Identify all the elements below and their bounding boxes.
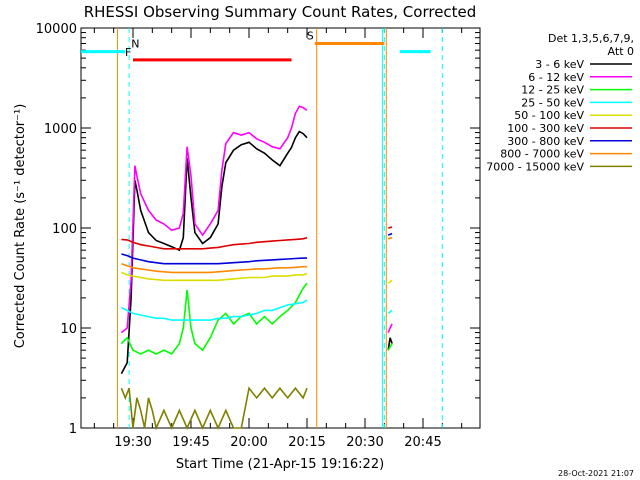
legend-subtitle: Att 0 [608, 45, 634, 58]
series-line [121, 253, 307, 265]
series-line [120, 105, 308, 334]
series-line [387, 279, 393, 284]
legend-label: 25 - 50 keV [521, 96, 584, 109]
legend-title: Det 1,3,5,6,7,9, [548, 32, 634, 45]
series-line [121, 271, 308, 282]
series-line [387, 337, 393, 351]
legend-label: 50 - 100 keV [514, 109, 584, 122]
series-line [121, 299, 308, 321]
legend-label: 800 - 7000 keV [500, 148, 584, 161]
flag-label: N [131, 38, 139, 51]
series-line [120, 386, 308, 431]
y-tick-label: 1000 [44, 122, 77, 137]
flag-bars: NF S [81, 29, 431, 62]
x-tick-label: 19:30 [114, 435, 151, 450]
series-line [387, 343, 393, 351]
plot-frame [80, 27, 481, 429]
flag-label: F [125, 46, 131, 59]
y-axis-label: Corrected Count Rate (s⁻¹ detector⁻¹) [13, 104, 28, 349]
flag-label: S [307, 29, 314, 42]
chart-title: RHESSI Observing Summary Count Rates, Co… [84, 3, 477, 21]
plot-border [80, 27, 481, 429]
x-axis-label: Start Time (21-Apr-15 19:16:22) [176, 457, 384, 472]
axes: 1 10 100 1000 10000 19:30 19:45 20:00 20:15 20:30… [36, 22, 480, 450]
series-line [387, 232, 393, 236]
legend-label: 7000 - 15000 keV [486, 160, 584, 173]
x-tick-label: 20:45 [404, 435, 441, 450]
series-line [120, 130, 308, 374]
y-tick-label: 100 [52, 222, 77, 237]
legend-label: 100 - 300 keV [507, 122, 584, 135]
y-tick-label: 1 [69, 422, 77, 437]
series-line [387, 323, 393, 333]
series-line [121, 236, 308, 250]
instrument-state-lines [117, 28, 443, 428]
series-line [387, 309, 393, 315]
series-line [120, 282, 308, 356]
legend-label: 6 - 12 keV [528, 71, 584, 84]
y-tick-label: 10000 [36, 22, 77, 37]
legend-label: 12 - 25 keV [521, 84, 584, 97]
legend-label: 300 - 800 keV [507, 135, 584, 148]
timestamp: 28-Oct-2021 21:07 [558, 469, 634, 478]
y-tick-label: 10 [60, 322, 77, 337]
series-line [121, 262, 307, 274]
x-tick-label: 20:15 [288, 435, 325, 450]
series-lines [120, 105, 393, 431]
series-line [388, 226, 393, 229]
x-tick-label: 19:45 [172, 435, 209, 450]
legend-label: 3 - 6 keV [535, 58, 584, 71]
x-tick-label: 20:00 [230, 435, 267, 450]
series-line [387, 236, 393, 240]
x-tick-label: 20:30 [346, 435, 383, 450]
